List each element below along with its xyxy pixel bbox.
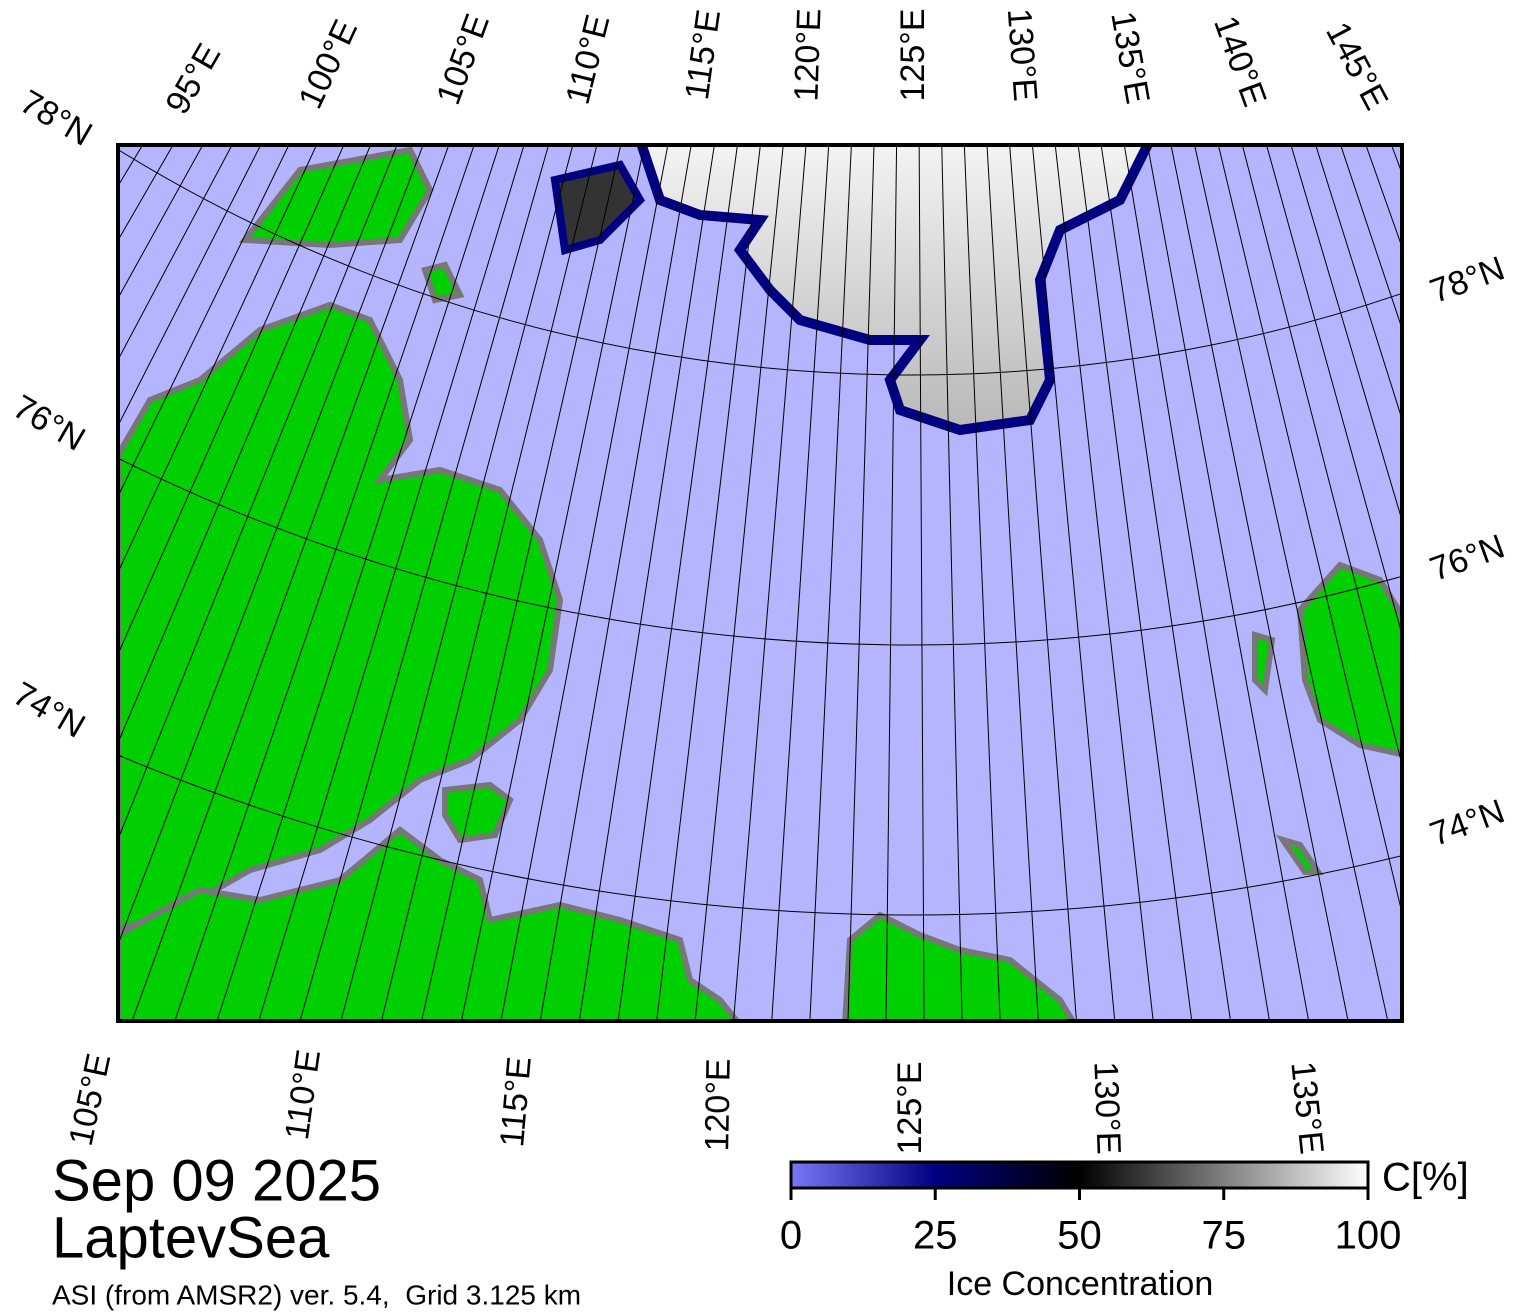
meridian bbox=[118, 145, 372, 745]
map-frame bbox=[116, 143, 1404, 1023]
lon-label: 145°E bbox=[1318, 16, 1395, 116]
lat-label: 74°N bbox=[7, 675, 92, 746]
lat-label: 76°N bbox=[7, 388, 92, 459]
meridian bbox=[617, 145, 738, 1021]
meridian bbox=[258, 145, 525, 1021]
meridian bbox=[1077, 145, 1193, 1021]
meridian bbox=[118, 145, 345, 656]
meridian bbox=[340, 145, 574, 1021]
lon-label: 140°E bbox=[1206, 11, 1274, 111]
lon-label: 95°E bbox=[158, 37, 228, 120]
meridian bbox=[885, 145, 898, 1021]
colorbar-ticks: 0 25 50 75 100 bbox=[780, 1188, 1402, 1258]
meridian bbox=[118, 145, 262, 427]
lon-label: 130°E bbox=[1000, 7, 1044, 102]
colorbar-tick-label: 100 bbox=[1335, 1214, 1402, 1258]
lon-label: 120°E bbox=[787, 8, 828, 102]
meridian bbox=[1436, 0, 1525, 907]
meridian bbox=[1054, 145, 1154, 1021]
region: LaptevSea bbox=[52, 1205, 330, 1270]
lat-label: 78°N bbox=[14, 83, 99, 154]
lon-label: 105°E bbox=[62, 1050, 119, 1149]
colorbar-tick-label: 0 bbox=[780, 1214, 802, 1258]
meridian bbox=[500, 145, 669, 1021]
lat-label: 78°N bbox=[1425, 249, 1509, 311]
parallel bbox=[0, 0, 1525, 105]
meridian bbox=[174, 145, 475, 1021]
colorbar-unit: C[%] bbox=[1382, 1156, 1469, 1200]
meridian bbox=[1194, 145, 1389, 1021]
left-labels: 78°N 76°N 74°N bbox=[7, 83, 99, 746]
colorbar bbox=[789, 1160, 1370, 1190]
meridian bbox=[963, 145, 1001, 1021]
meridian bbox=[118, 145, 318, 574]
meridian bbox=[771, 145, 830, 1021]
meridian bbox=[1266, 145, 1402, 637]
date: Sep 09 2025 bbox=[52, 1148, 381, 1213]
lon-label: 125°E bbox=[891, 1061, 929, 1154]
lon-label: 115°E bbox=[493, 1055, 539, 1148]
meridian bbox=[131, 145, 450, 1021]
meridian bbox=[1100, 145, 1232, 1021]
meridian bbox=[118, 145, 290, 498]
lat-label: 76°N bbox=[1425, 527, 1509, 589]
meridian bbox=[118, 145, 398, 841]
colorbar-tick-label: 25 bbox=[913, 1214, 958, 1258]
meridian bbox=[578, 145, 715, 1021]
lon-label: 130°E bbox=[1086, 1061, 1127, 1155]
lon-label: 135°E bbox=[1103, 9, 1157, 107]
meridian bbox=[1031, 145, 1116, 1021]
lon-label: 125°E bbox=[894, 8, 932, 101]
lon-label: 135°E bbox=[1283, 1060, 1331, 1156]
lon-label: 105°E bbox=[429, 9, 497, 109]
meridian bbox=[1170, 145, 1349, 1021]
meridian bbox=[941, 145, 963, 1021]
meridian bbox=[299, 145, 550, 1021]
meridian bbox=[1241, 145, 1402, 767]
meridian bbox=[1290, 145, 1402, 523]
source: ASI (from AMSR2) ver. 5.4, Grid 3.125 km bbox=[52, 1279, 581, 1310]
meridian bbox=[460, 145, 645, 1021]
map-area bbox=[0, 0, 1525, 1021]
meridian bbox=[421, 145, 622, 1021]
meridian bbox=[539, 145, 692, 1021]
right-labels: 78°N 76°N 74°N bbox=[1425, 249, 1509, 854]
meridian bbox=[1421, 0, 1525, 929]
meridian bbox=[1147, 145, 1310, 1021]
lon-label: 120°E bbox=[698, 1058, 738, 1152]
meridian bbox=[118, 145, 424, 946]
meridian bbox=[216, 145, 500, 1021]
colorbar-tick-label: 50 bbox=[1057, 1214, 1102, 1258]
meridian bbox=[986, 145, 1039, 1021]
parallel bbox=[118, 148, 1402, 376]
meridian bbox=[809, 145, 852, 1021]
meridian bbox=[733, 145, 807, 1021]
top-labels: 95°E 100°E 105°E 110°E 115°E 120°E 125°E… bbox=[158, 7, 1395, 120]
meridian bbox=[1217, 145, 1402, 916]
colorbar-title: Ice Concentration bbox=[947, 1265, 1214, 1303]
meridian bbox=[1123, 145, 1270, 1021]
lon-label: 100°E bbox=[291, 14, 365, 114]
colorbar-tick-label: 75 bbox=[1202, 1214, 1247, 1258]
bottom-labels: 105°E 110°E 115°E 120°E 125°E 130°E 135°… bbox=[62, 1047, 1331, 1156]
lat-label: 74°N bbox=[1425, 792, 1509, 854]
lon-label: 110°E bbox=[278, 1047, 328, 1142]
meridian bbox=[1009, 145, 1077, 1021]
meridian bbox=[847, 145, 875, 1021]
meridian bbox=[380, 145, 598, 1021]
lon-label: 110°E bbox=[559, 11, 618, 108]
meridian bbox=[918, 145, 925, 1021]
lon-label: 115°E bbox=[678, 7, 728, 102]
meridian bbox=[656, 145, 761, 1021]
